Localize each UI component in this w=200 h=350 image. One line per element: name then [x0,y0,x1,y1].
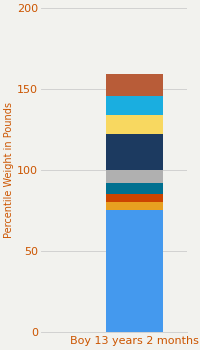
Bar [106,202,163,210]
Bar [106,134,163,170]
Bar [106,96,163,115]
Bar [106,170,163,183]
Y-axis label: Percentile Weight in Pounds: Percentile Weight in Pounds [4,102,14,238]
Bar [106,75,163,96]
Bar [106,194,163,202]
Bar [106,115,163,134]
Bar [106,183,163,194]
Bar [106,210,163,332]
